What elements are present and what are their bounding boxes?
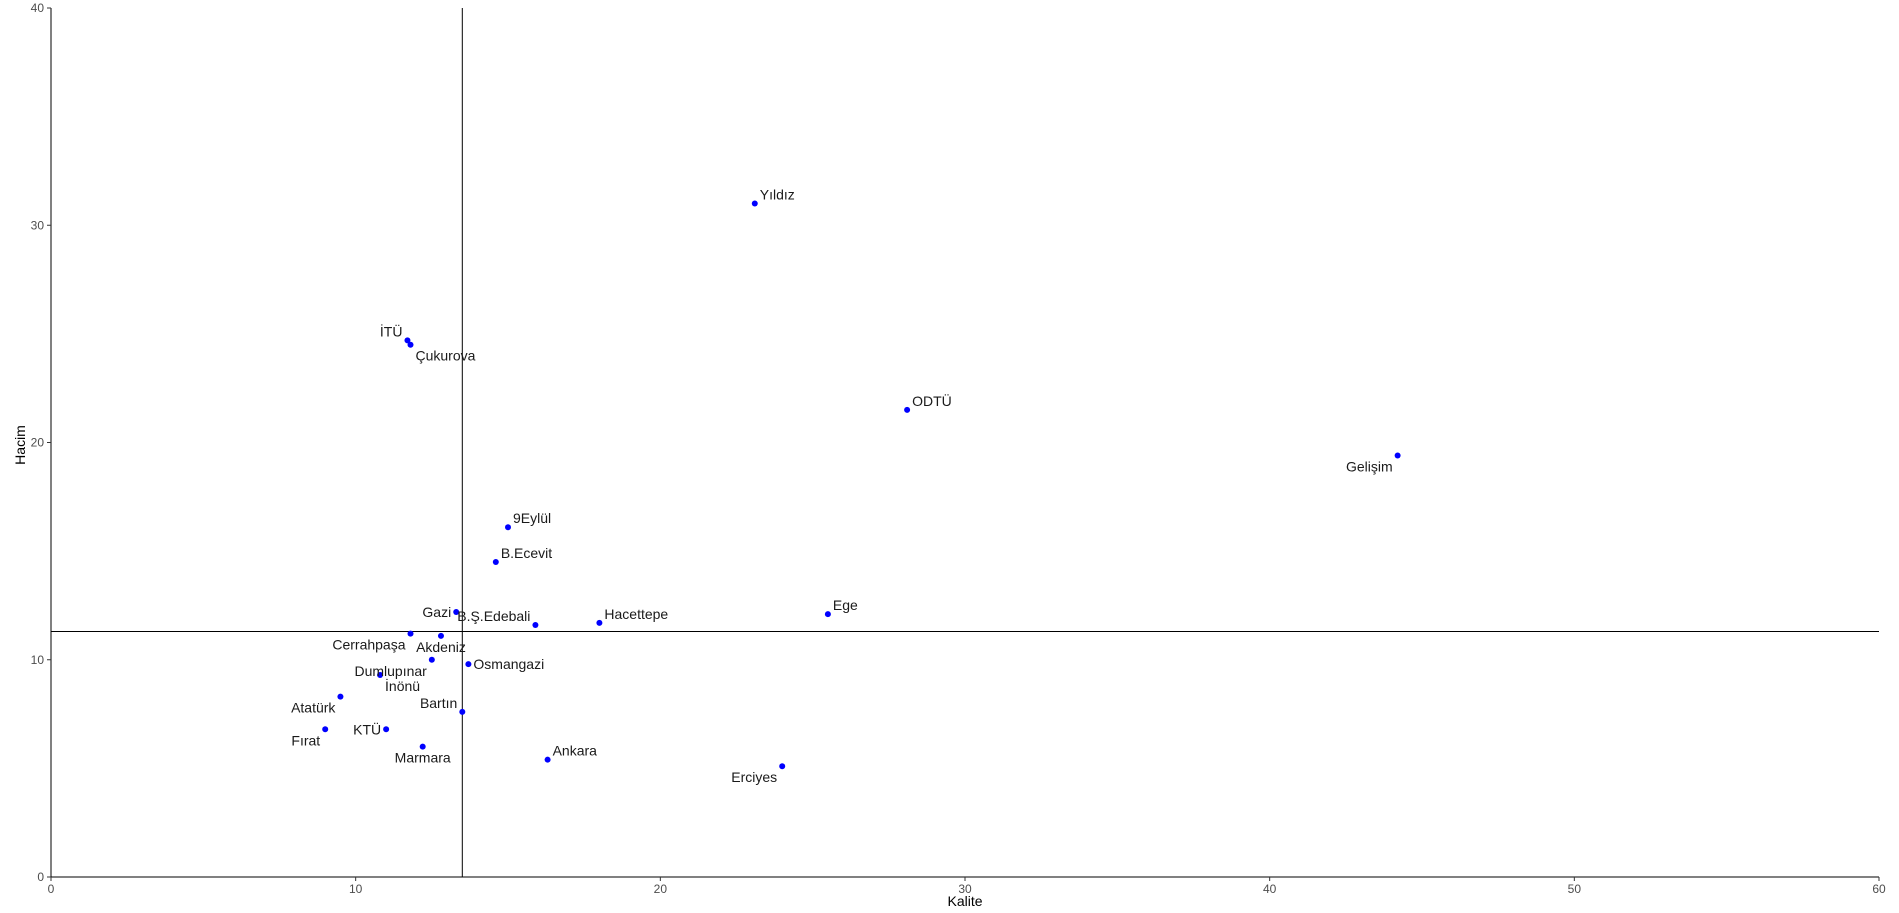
- data-point: [337, 693, 344, 700]
- data-points: [322, 200, 1401, 770]
- point-label: Osmangazi: [473, 656, 544, 672]
- point-label: Çukurova: [416, 348, 476, 364]
- data-point: [428, 656, 435, 663]
- y-tick-label: 30: [31, 218, 45, 232]
- x-tick-label: 10: [349, 882, 363, 896]
- data-point: [404, 337, 411, 344]
- point-label: İnönü: [385, 677, 420, 694]
- point-label: Ege: [833, 597, 858, 613]
- point-label: Atatürk: [291, 700, 336, 716]
- data-point: [459, 708, 466, 715]
- x-tick-label: 50: [1568, 882, 1582, 896]
- data-point: [544, 756, 551, 763]
- point-label: Cerrahpaşa: [332, 637, 405, 653]
- point-label: Hacettepe: [604, 606, 668, 622]
- data-point: [904, 406, 911, 413]
- x-tick-label: 0: [48, 882, 55, 896]
- data-point: [1394, 452, 1401, 459]
- data-point: [532, 621, 539, 628]
- data-point: [377, 671, 384, 678]
- data-point: [505, 524, 511, 531]
- data-point: [437, 632, 444, 639]
- y-axis-title: Hacim: [12, 425, 28, 465]
- point-label: Fırat: [291, 732, 320, 748]
- data-point: [453, 608, 460, 615]
- point-label: Bartın: [420, 695, 457, 711]
- point-label: İTÜ: [380, 322, 403, 339]
- data-point: [751, 200, 758, 207]
- data-point: [383, 726, 390, 733]
- point-label: B.Ş.Edebali: [457, 608, 530, 624]
- x-tick-label: 20: [654, 882, 668, 896]
- x-tick-label: 30: [958, 882, 972, 896]
- y-tick-label: 10: [31, 653, 45, 667]
- data-point: [419, 743, 426, 750]
- point-label: Dumlupınar: [354, 663, 427, 679]
- point-label: Yıldız: [760, 187, 795, 203]
- point-labels: Yıldız İTÜ Çukurova ODTÜ Gelişim 9Eylül B.Ecev…: [291, 187, 1393, 786]
- data-point: [407, 341, 414, 348]
- point-label: Gelişim: [1346, 459, 1393, 475]
- y-tick-label: 40: [31, 1, 45, 15]
- data-point: [596, 619, 603, 626]
- point-label: Akdeniz: [416, 639, 466, 655]
- x-axis-title: Kalite: [947, 893, 982, 909]
- point-label: KTÜ: [353, 720, 381, 737]
- data-point: [779, 763, 786, 770]
- reference-lines: [51, 8, 1879, 877]
- data-point: [407, 630, 414, 637]
- y-tick-label: 0: [37, 870, 44, 884]
- point-label: Gazi: [422, 604, 451, 620]
- point-label: Ankara: [553, 743, 598, 759]
- data-point: [465, 661, 472, 668]
- x-tick-label: 40: [1263, 882, 1277, 896]
- x-tick-label: 60: [1872, 882, 1886, 896]
- point-label: ODTÜ: [912, 392, 952, 409]
- point-label: Erciyes: [731, 769, 777, 785]
- y-tick-label: 20: [31, 436, 45, 450]
- axes-layer: 0 10 20 30 40 50 60 0 10 20 30 40: [31, 1, 1886, 896]
- data-point: [322, 726, 329, 733]
- point-label: B.Ecevit: [501, 545, 552, 561]
- data-point: [492, 558, 499, 565]
- data-point: [824, 611, 831, 618]
- point-label: 9Eylül: [513, 510, 551, 526]
- point-label: Marmara: [395, 750, 451, 766]
